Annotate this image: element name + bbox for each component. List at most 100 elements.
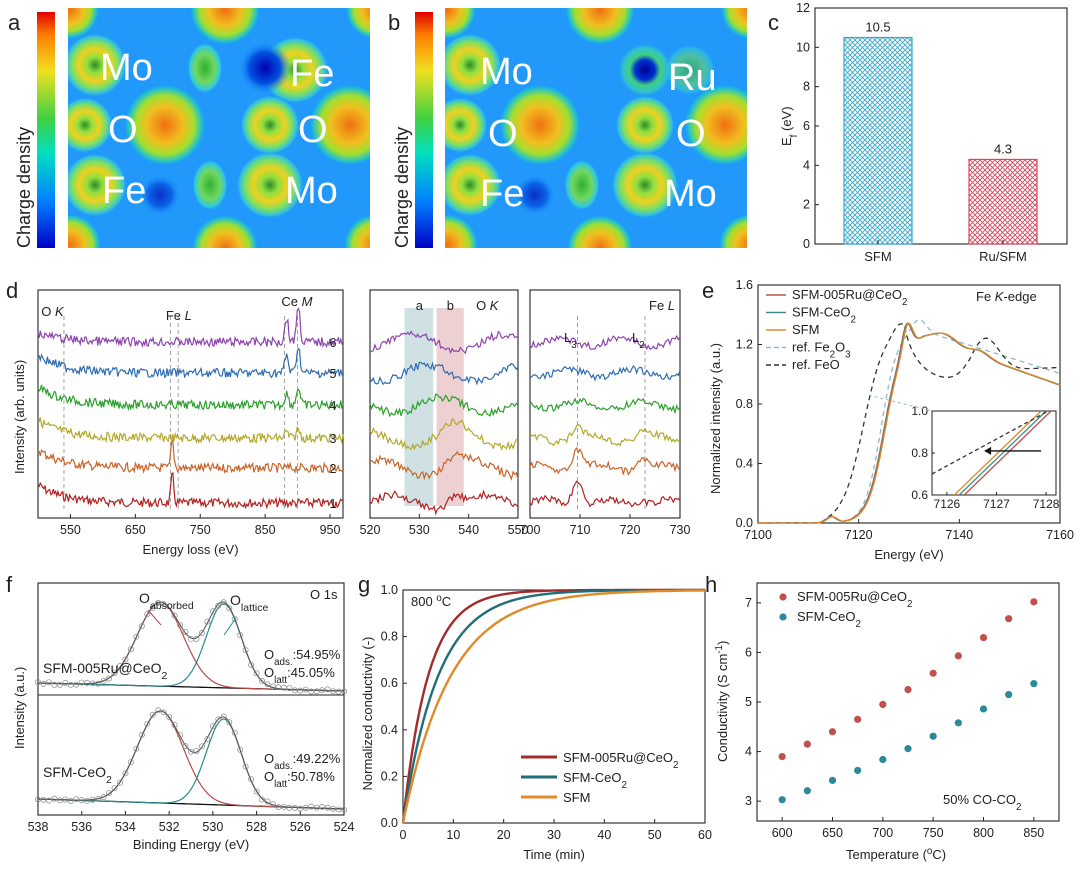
h-point-0-7 xyxy=(954,652,962,660)
f-data-point xyxy=(204,736,211,742)
f-data-point xyxy=(67,681,74,688)
colorbar-label-b: Charge density xyxy=(392,127,412,248)
f-data-point xyxy=(198,630,205,636)
f-data-point xyxy=(155,707,162,714)
e-inset-line xyxy=(958,411,1047,495)
colorbar-a xyxy=(37,12,55,248)
f-data-point xyxy=(242,763,249,770)
f-data-point xyxy=(160,709,167,716)
d-series-4 xyxy=(529,397,681,415)
map-b-label-o2: O xyxy=(676,113,706,155)
d-series-5 xyxy=(37,347,344,379)
d-series-label: 4 xyxy=(330,399,337,413)
panel-f-xps: 538 536 534 532 530 528 526 524 SFM-005Ru@CeO2 Oa… xyxy=(12,582,355,852)
c-ytick-label: 4 xyxy=(803,158,810,172)
panel-letter-h: h xyxy=(705,572,717,597)
h-ylabel: Conductivity (S cm-1) xyxy=(714,641,731,762)
h-point-1-7 xyxy=(954,719,962,727)
f-olatt-value: Olatt:45.05% xyxy=(264,665,335,686)
g-ylabel: Normalized conductivity (-) xyxy=(360,637,375,791)
f-data-point xyxy=(73,796,80,803)
g-series-0 xyxy=(401,588,705,824)
e-xlabel: Energy (eV) xyxy=(874,547,943,562)
d-sub3-xtick-label: 730 xyxy=(670,523,691,537)
g-xtick-label: 50 xyxy=(648,828,662,842)
g-xtick-label: 30 xyxy=(547,828,561,842)
e-inset-xtick-label: 7128 xyxy=(1033,497,1060,511)
c-bar-sfm xyxy=(843,36,913,245)
d-sub2-xtick-label: 550 xyxy=(508,523,529,537)
f-data-point xyxy=(100,794,107,801)
f-data-point xyxy=(237,746,244,753)
h-legend-marker xyxy=(779,593,787,601)
h-point-0-3 xyxy=(854,715,862,723)
d-annot-l3: L3 xyxy=(564,330,577,351)
f-data-point xyxy=(286,685,293,692)
d-annot-l2: L2 xyxy=(632,330,645,351)
f-envelope-1 xyxy=(38,710,344,810)
f-data-point xyxy=(248,661,255,668)
c-category-label: SFM xyxy=(864,249,891,264)
d-region-a xyxy=(404,308,434,506)
d-series-label: 5 xyxy=(330,367,337,381)
f-data-point xyxy=(280,803,287,810)
h-point-0-10 xyxy=(1030,598,1038,606)
h-point-0-8 xyxy=(979,633,988,642)
f-arrow-lattice xyxy=(223,617,237,636)
g-ytick-label: 0.0 xyxy=(381,816,398,830)
f-data-point xyxy=(40,680,47,687)
c-ytick-label: 12 xyxy=(796,1,810,15)
e-inset-plot xyxy=(932,411,1052,495)
d-series-4 xyxy=(37,384,344,412)
e-ytick-label: 0.4 xyxy=(736,457,753,471)
f-data-point xyxy=(341,688,347,695)
colorbar-b xyxy=(415,12,433,248)
e-ytick-label: 1.2 xyxy=(736,338,753,352)
f-data-point xyxy=(106,675,112,682)
h-xlabel: Temperature (oC) xyxy=(846,846,946,863)
g-ytick-label: 0.2 xyxy=(381,769,398,783)
e-inset-xtick-label: 7127 xyxy=(983,497,1010,511)
c-value-label: 4.3 xyxy=(994,141,1012,156)
d-sub1-xtick-label: 950 xyxy=(320,523,341,537)
d-series-1 xyxy=(529,480,681,508)
panel-letter-a: a xyxy=(8,10,21,35)
h-point-0-6 xyxy=(929,669,937,677)
e-inset-line xyxy=(953,411,1042,495)
g-ytick-label: 0.4 xyxy=(381,723,398,737)
f-data-point xyxy=(155,599,162,606)
d-annot-cem: Ce M xyxy=(281,294,312,309)
h-ytick-label: 5 xyxy=(745,695,752,709)
f-data-point xyxy=(270,801,276,808)
e-title: Fe K-edge xyxy=(976,289,1037,304)
f-data-point xyxy=(259,678,265,684)
d-sub1-xtick-label: 550 xyxy=(60,523,81,537)
f-oads-value: Oads.:49.22% xyxy=(264,751,341,772)
e-ytick-label: 0.0 xyxy=(736,516,753,530)
c-category-label: Ru/SFM xyxy=(979,249,1027,264)
d-sub2-xtick-label: 540 xyxy=(458,523,479,537)
panel-letter-f: f xyxy=(6,572,13,597)
d-annot-ok: O K xyxy=(41,304,65,319)
h-xtick-label: 850 xyxy=(1023,826,1044,840)
h-xtick-label: 700 xyxy=(872,826,893,840)
f-xtick-label: 524 xyxy=(334,820,355,834)
f-data-point xyxy=(308,803,315,810)
h-point-0-9 xyxy=(1005,615,1013,623)
c-ytick-label: 6 xyxy=(803,119,810,133)
map-a-label-o2: O xyxy=(298,109,328,151)
f-data-point xyxy=(302,804,309,811)
h-point-1-4 xyxy=(879,755,887,764)
f-data-point xyxy=(248,776,255,783)
h-point-0-5 xyxy=(904,686,912,694)
f-xtick-label: 530 xyxy=(202,820,223,834)
g-xlabel: Time (min) xyxy=(523,847,585,862)
d-series-2 xyxy=(37,439,344,474)
d-series-label: 6 xyxy=(330,336,337,350)
f-data-point xyxy=(188,748,194,755)
f-data-point xyxy=(193,748,200,755)
map-a-label-mo2: Mo xyxy=(285,170,338,212)
e-inset-ytick-label: 0.8 xyxy=(911,446,928,460)
f-data-point xyxy=(198,743,205,750)
